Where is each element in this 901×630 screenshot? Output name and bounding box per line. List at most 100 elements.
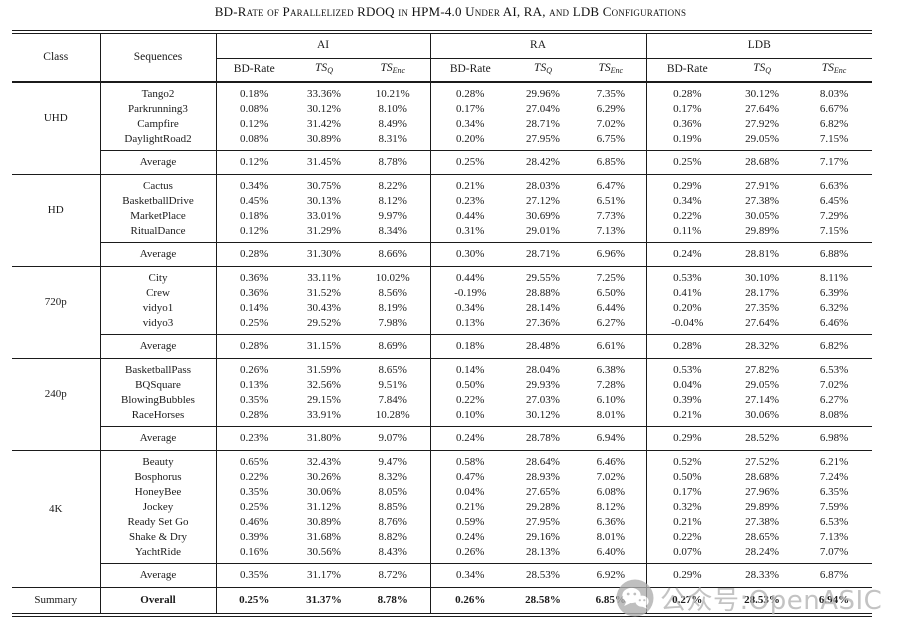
value-cell: 27.04% [526, 103, 560, 115]
average-label: Average [99, 150, 216, 175]
table-row: HD Cactus 0.34% 30.75% 8.22% 0.21% 28.03% 6.47%… [12, 174, 872, 216]
value-cell: 0.25% [215, 500, 292, 515]
value-cell: 27.38% [745, 516, 779, 528]
value-cell: 28.24% [745, 546, 779, 558]
summary-row-label: Overall [99, 587, 216, 615]
value-cell: 0.24% [429, 530, 511, 545]
value-cell: 33.01% [307, 210, 341, 222]
value-cell: 7.13% [819, 531, 849, 543]
value-cell: 27.64% [745, 103, 779, 115]
sequence-name: City [99, 266, 216, 286]
value-cell: 0.32% [645, 500, 729, 515]
value-cell: 6.38% [596, 364, 625, 376]
value-cell: 7.35% [596, 88, 625, 100]
value-cell: 29.05% [745, 133, 779, 145]
ts-symbol: TS [598, 62, 611, 75]
value-cell: 8.82% [378, 531, 407, 543]
value-cell: 33.91% [307, 409, 341, 421]
value-cell: 32.43% [307, 456, 341, 468]
average-value: 0.30% [429, 242, 511, 267]
value-cell: 9.97% [378, 210, 407, 222]
value-cell: 0.13% [215, 378, 292, 393]
sequence-name: Tango2 [99, 82, 216, 102]
summary-value: 31.37% [306, 593, 342, 606]
table-row: Jockey 0.25% 31.12% 8.85% 0.21% 29.28% 8.12% 0.… [12, 500, 872, 515]
sequence-name: Shake & Dry [99, 530, 216, 545]
summary-value: 6.85% [595, 593, 626, 606]
value-cell: 27.64% [745, 317, 779, 329]
value-cell: 7.28% [596, 379, 625, 391]
average-value: 6.85% [576, 150, 647, 175]
value-cell: 27.95% [526, 516, 560, 528]
value-cell: 6.36% [596, 516, 625, 528]
value-cell: 27.96% [745, 486, 779, 498]
table-body: UHD Tango2 0.18% 33.36% 10.21% 0.28% 29.96% 7.3… [12, 82, 873, 615]
value-cell: 29.96% [526, 88, 560, 100]
value-cell: 30.89% [307, 133, 341, 145]
value-cell: 0.21% [645, 515, 729, 530]
value-cell: 0.08% [215, 132, 292, 151]
value-cell: 30.69% [526, 210, 560, 222]
table-row: UHD Tango2 0.18% 33.36% 10.21% 0.28% 29.96% 7.3… [12, 82, 872, 124]
value-cell: 7.13% [596, 225, 625, 237]
value-cell: 0.14% [215, 301, 292, 316]
value-cell: 28.65% [745, 531, 779, 543]
value-cell: 30.12% [526, 409, 560, 421]
value-cell: 27.65% [526, 486, 560, 498]
summary-class-label: Summary [34, 593, 78, 606]
value-cell: 6.27% [819, 394, 849, 406]
header-bdrate-ldb: BD-Rate [645, 58, 729, 83]
ts-symbol: TS [753, 62, 766, 75]
value-cell: 28.13% [526, 546, 560, 558]
header-tsq-ldb: TSQ [728, 58, 797, 83]
ts-symbol: TS [534, 62, 547, 75]
value-cell: 0.17% [429, 102, 511, 117]
value-cell: 0.07% [645, 545, 729, 564]
value-cell: 6.27% [596, 317, 625, 329]
value-cell: 0.20% [645, 301, 729, 316]
value-cell: 0.25% [215, 316, 292, 335]
value-cell: 7.02% [819, 379, 849, 391]
value-cell: 6.08% [596, 486, 625, 498]
value-cell: 28.71% [526, 118, 560, 130]
table-row: Campfire 0.12% 31.42% 8.49% 0.34% 28.71% 7.02%… [12, 117, 872, 132]
sequence-name: DaylightRoad2 [99, 132, 216, 151]
value-cell: 0.28% [429, 82, 511, 102]
value-cell: 6.10% [596, 394, 625, 406]
value-cell: 30.06% [745, 409, 779, 421]
value-cell: 0.34% [429, 117, 511, 132]
class-spacer [12, 426, 100, 451]
value-cell: 30.56% [307, 546, 341, 558]
table-row: BasketballDrive 0.45% 30.13% 8.12% 0.23% 27.1… [12, 194, 872, 209]
value-cell: 28.04% [526, 364, 560, 376]
value-cell: 0.08% [215, 102, 292, 117]
value-cell: 0.18% [215, 82, 292, 102]
value-cell: 27.82% [745, 364, 779, 376]
value-cell: 28.14% [526, 302, 560, 314]
average-value: 8.69% [356, 334, 431, 359]
summary-value: 0.25% [215, 587, 292, 615]
sequence-name: BasketballDrive [99, 194, 216, 209]
sequence-name: Cactus [99, 174, 216, 194]
value-cell: 31.52% [307, 287, 341, 299]
value-cell: 8.01% [596, 531, 625, 543]
average-value: 0.28% [215, 242, 292, 267]
average-value: 0.12% [215, 150, 292, 175]
value-cell: 0.34% [215, 174, 292, 194]
value-cell: 9.51% [378, 379, 407, 391]
value-cell: 6.35% [819, 486, 849, 498]
value-cell: 30.05% [745, 210, 779, 222]
average-value: 0.24% [645, 242, 729, 267]
value-cell: 8.43% [378, 546, 407, 558]
value-cell: 31.68% [307, 531, 341, 543]
value-cell: 0.36% [215, 286, 292, 301]
value-cell: 0.44% [429, 266, 511, 286]
table-row: Parkrunning3 0.08% 30.12% 8.10% 0.17% 27.04% 6… [12, 102, 872, 117]
average-value: 0.18% [429, 334, 511, 359]
average-value: 0.28% [645, 334, 729, 359]
value-cell: 31.29% [307, 225, 341, 237]
value-cell: 0.12% [215, 117, 292, 132]
value-cell: 29.89% [745, 225, 779, 237]
average-value: 0.25% [645, 150, 729, 175]
sequence-name: Campfire [99, 117, 216, 132]
